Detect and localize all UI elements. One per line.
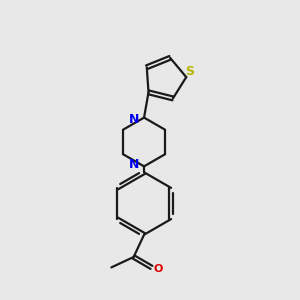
Text: O: O — [153, 264, 163, 274]
Text: N: N — [129, 158, 140, 171]
Text: N: N — [129, 112, 140, 126]
Text: S: S — [185, 65, 194, 78]
